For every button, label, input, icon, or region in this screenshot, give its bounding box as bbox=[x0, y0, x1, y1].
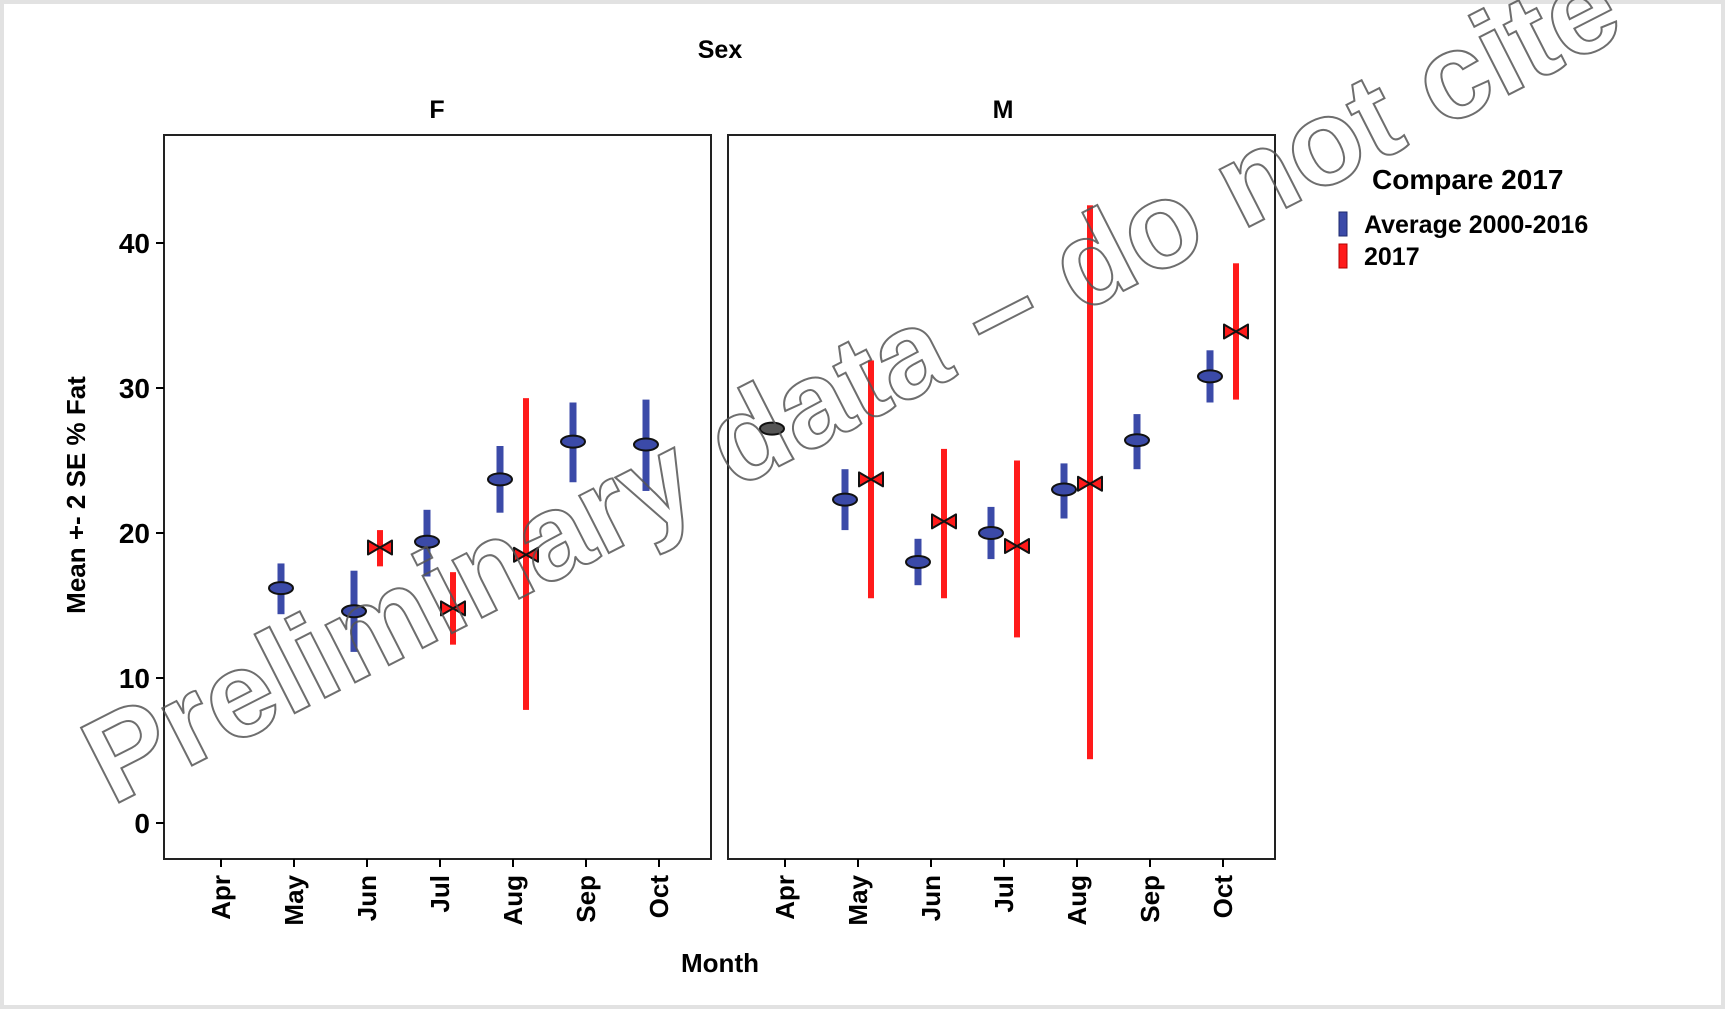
legend-entry-2017: 2017 bbox=[1338, 243, 1420, 271]
chart-title: Sex bbox=[698, 36, 743, 64]
mean-marker-f-avg-jul bbox=[414, 534, 440, 549]
legend-swatch-2017 bbox=[1338, 243, 1348, 269]
x-tick-label-m-oct: Oct bbox=[1208, 875, 1238, 919]
x-axis-label: Month bbox=[681, 948, 759, 978]
facet-label-m: M bbox=[993, 96, 1014, 124]
mean-marker-m-avg-sep bbox=[1124, 433, 1150, 448]
panel-f bbox=[163, 134, 712, 860]
mean-marker-m-2017-oct bbox=[1223, 323, 1249, 340]
mean-marker-f-2017-jul bbox=[440, 600, 466, 617]
y-tick-label-0: 0 bbox=[134, 808, 150, 839]
errorbar-m-2017-aug bbox=[1087, 205, 1093, 760]
mean-marker-f-2017-aug bbox=[513, 546, 539, 563]
marks-group bbox=[268, 205, 1249, 760]
mean-marker-m-2017-jul bbox=[1004, 538, 1030, 555]
x-tick-label-f-jun: Jun bbox=[352, 875, 382, 921]
y-tick-label-30: 30 bbox=[119, 373, 150, 404]
mean-marker-f-avg-jun bbox=[341, 604, 367, 619]
mean-marker-m-avg-may bbox=[832, 492, 858, 507]
x-tick-label-f-apr: Apr bbox=[206, 875, 236, 920]
legend-label-2017: 2017 bbox=[1364, 243, 1420, 271]
mean-marker-f-avg-sep bbox=[560, 434, 586, 449]
mean-marker-m-avg-oct bbox=[1197, 369, 1223, 384]
x-tick-label-f-sep: Sep bbox=[571, 875, 601, 923]
x-tick-label-f-jul: Jul bbox=[425, 875, 455, 913]
mean-marker-m-avg-jun bbox=[905, 555, 931, 569]
mean-marker-m-avg-jul bbox=[978, 526, 1004, 540]
panel-m bbox=[727, 134, 1276, 860]
x-tick-label-m-sep: Sep bbox=[1135, 875, 1165, 923]
mean-marker-m-avg-aug bbox=[1051, 482, 1077, 497]
x-tick-label-f-aug: Aug bbox=[498, 875, 528, 926]
y-tick-label-40: 40 bbox=[119, 228, 150, 259]
x-tick-label-m-may: May bbox=[843, 874, 873, 925]
y-tick-label-10: 10 bbox=[119, 663, 150, 694]
errorbar-m-2017-jul bbox=[1014, 460, 1020, 638]
mean-marker-f-2017-jun bbox=[367, 539, 393, 556]
mean-marker-m-2017-may bbox=[858, 471, 884, 488]
x-tick-label-m-apr: Apr bbox=[770, 875, 800, 920]
mean-marker-f-avg-oct bbox=[633, 437, 659, 452]
x-tick-label-m-jun: Jun bbox=[916, 875, 946, 921]
legend-swatch-average bbox=[1338, 211, 1348, 237]
x-tick-label-m-jul: Jul bbox=[989, 875, 1019, 913]
y-axis-label: Mean +- 2 SE % Fat bbox=[61, 376, 91, 614]
legend-entry-average: Average 2000-2016 bbox=[1338, 211, 1588, 239]
mean-marker-m-avg-apr bbox=[759, 421, 785, 436]
mean-marker-f-avg-aug bbox=[487, 472, 513, 487]
x-tick-label-f-may: May bbox=[279, 874, 309, 925]
axes-group: 0 10 20 30 40 Apr May Jun Jul Aug Sep Oct Apr May Jun J… bbox=[119, 228, 1238, 926]
mean-marker-f-avg-may bbox=[268, 581, 294, 596]
errorbar-m-2017-jun bbox=[941, 448, 947, 599]
facet-label-f: F bbox=[429, 96, 444, 124]
legend-label-average: Average 2000-2016 bbox=[1364, 211, 1588, 239]
y-tick-label-20: 20 bbox=[119, 518, 150, 549]
x-tick-label-m-aug: Aug bbox=[1062, 875, 1092, 926]
mean-marker-m-2017-aug bbox=[1077, 475, 1103, 492]
legend-title: Compare 2017 bbox=[1372, 164, 1563, 195]
mean-marker-m-2017-jun bbox=[931, 513, 957, 530]
legend: Compare 2017 Average 2000-2016 2017 bbox=[1338, 164, 1588, 271]
x-tick-label-f-oct: Oct bbox=[644, 875, 674, 919]
